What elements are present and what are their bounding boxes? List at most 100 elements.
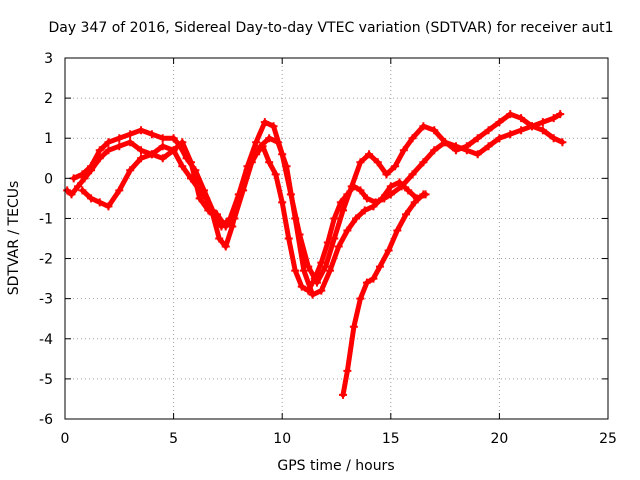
x-tick-label: 5 [169, 431, 178, 447]
x-tick-label: 15 [382, 431, 400, 447]
data-point [278, 198, 287, 207]
data-point [252, 138, 261, 147]
data-point [495, 118, 504, 127]
data-point [87, 194, 96, 203]
data-point [419, 122, 428, 131]
data-point [271, 170, 280, 179]
data-point [265, 158, 274, 167]
data-point [410, 198, 419, 207]
data-point [430, 126, 439, 135]
data-point [484, 126, 493, 135]
data-point [169, 134, 178, 143]
data-point [247, 158, 256, 167]
data-point [330, 214, 339, 223]
y-tick-label: 3 [44, 51, 53, 67]
data-point [213, 210, 222, 219]
data-point [558, 138, 567, 147]
data-point [517, 126, 526, 135]
y-tick-label: 2 [44, 91, 53, 107]
data-point [115, 186, 124, 195]
data-point [284, 234, 293, 243]
data-point [378, 194, 387, 203]
plot-frame [64, 57, 609, 420]
data-point [462, 142, 471, 151]
data-point [451, 146, 460, 155]
data-point [556, 110, 565, 119]
data-point [506, 110, 515, 119]
data-point [339, 206, 348, 215]
data-point [200, 186, 209, 195]
data-point [178, 138, 187, 147]
data-point [419, 158, 428, 167]
data-point [360, 206, 369, 215]
data-point [137, 126, 146, 135]
series-track-2 [71, 111, 563, 286]
y-tick-label: -5 [39, 372, 53, 388]
data-point [506, 130, 515, 139]
data-point [386, 182, 395, 191]
data-point [115, 134, 124, 143]
data-point [265, 134, 274, 143]
data-point [393, 226, 402, 235]
y-tick-label: -1 [39, 211, 53, 227]
data-point [402, 210, 411, 219]
data-point [291, 266, 300, 275]
data-point [441, 138, 450, 147]
data-point [369, 202, 378, 211]
data-point [256, 142, 265, 151]
data-point [78, 186, 87, 195]
data-point [178, 162, 187, 171]
data-point [430, 146, 439, 155]
data-point [408, 134, 417, 143]
data-point [382, 170, 391, 179]
x-tick-label: 0 [61, 431, 70, 447]
data-point [104, 138, 113, 147]
data-point [356, 294, 365, 303]
data-point [147, 150, 156, 159]
x-tick-label: 10 [273, 431, 291, 447]
data-point [312, 278, 321, 287]
data-point [517, 114, 526, 123]
y-tick-label: -2 [39, 252, 53, 268]
chart-title: Day 347 of 2016, Sidereal Day-to-day VTE… [48, 20, 613, 36]
data-point [334, 242, 343, 251]
data-point [273, 138, 282, 147]
data-point [347, 182, 356, 191]
tick-labels: 0 5 10 15 20 25 -6 -5 -4 -3 -2 -1 0 1 2 3 [39, 51, 617, 447]
data-point [104, 202, 113, 211]
data-point [538, 118, 547, 127]
data-point [269, 122, 278, 131]
data-point [362, 278, 371, 287]
data-point [549, 134, 558, 143]
data-point [538, 126, 547, 135]
data-point [137, 146, 146, 155]
data-point [126, 138, 135, 147]
data-point [321, 262, 330, 271]
data-point [391, 162, 400, 171]
data-point [527, 122, 536, 131]
data-series [63, 110, 567, 399]
y-tick-label: -6 [39, 412, 53, 428]
data-point [158, 154, 167, 163]
data-point [349, 322, 358, 331]
data-point [299, 266, 308, 275]
data-point [95, 146, 104, 155]
data-point [325, 266, 334, 275]
data-point [549, 114, 558, 123]
data-point [169, 146, 178, 155]
data-point [317, 258, 326, 267]
data-point [126, 130, 135, 139]
y-tick-label: 0 [44, 171, 53, 187]
data-point [375, 262, 384, 271]
data-point [282, 162, 291, 171]
data-point [330, 234, 339, 243]
series-track-4 [340, 191, 426, 398]
data-point [369, 274, 378, 283]
data-point [395, 178, 404, 187]
data-point [297, 282, 306, 291]
data-point [95, 198, 104, 207]
data-point [239, 186, 248, 195]
data-point [419, 190, 428, 199]
data-point [137, 154, 146, 163]
